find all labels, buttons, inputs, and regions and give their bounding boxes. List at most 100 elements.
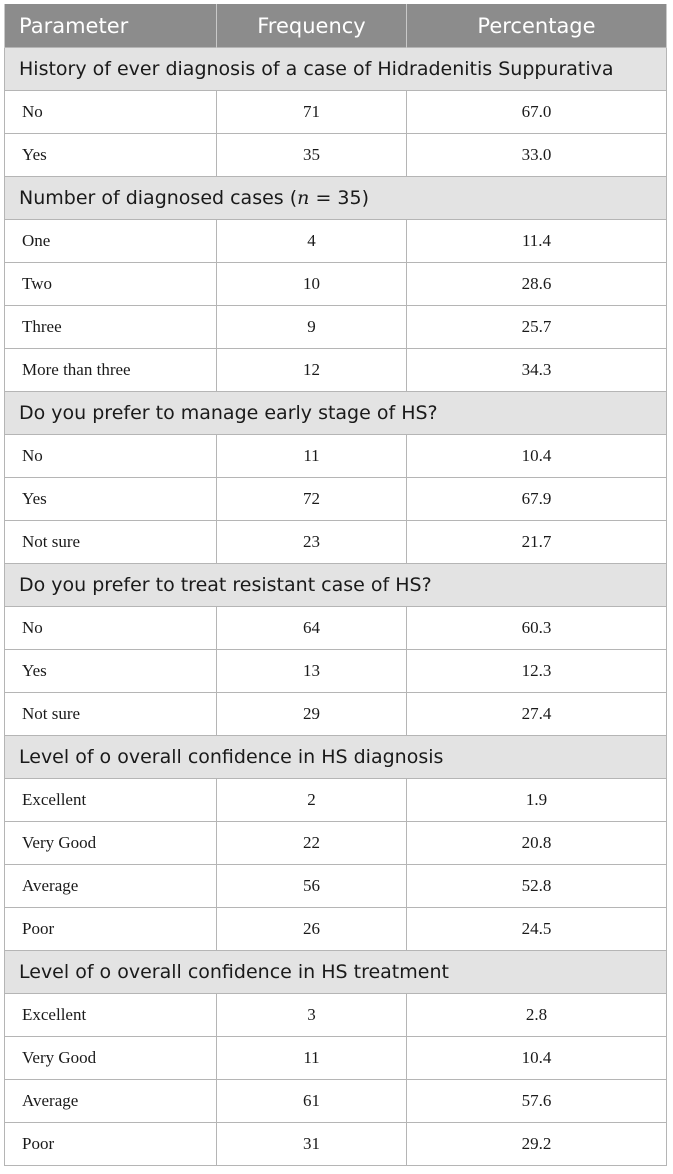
table-row: Excellent 3 2.8 xyxy=(4,993,667,1037)
table-row: Yes 35 33.0 xyxy=(4,133,667,177)
row-label: Excellent xyxy=(4,993,217,1037)
row-frequency: 23 xyxy=(216,520,407,564)
table-row: Average 61 57.6 xyxy=(4,1079,667,1123)
section-title-n: n xyxy=(297,187,310,209)
table-row: No 11 10.4 xyxy=(4,434,667,478)
row-frequency: 2 xyxy=(216,778,407,822)
row-frequency: 10 xyxy=(216,262,407,306)
table-row: No 71 67.0 xyxy=(4,90,667,134)
row-frequency: 22 xyxy=(216,821,407,865)
row-percentage: 52.8 xyxy=(406,864,667,908)
table-row: Yes 72 67.9 xyxy=(4,477,667,521)
row-percentage: 34.3 xyxy=(406,348,667,392)
table-row: Yes 13 12.3 xyxy=(4,649,667,693)
row-label: Two xyxy=(4,262,217,306)
header-parameter: Parameter xyxy=(4,4,217,48)
row-frequency: 12 xyxy=(216,348,407,392)
row-percentage: 2.8 xyxy=(406,993,667,1037)
row-label: Very Good xyxy=(4,821,217,865)
row-percentage: 10.4 xyxy=(406,1036,667,1080)
row-label: Yes xyxy=(4,133,217,177)
section-header-row: History of ever diagnosis of a case of H… xyxy=(4,47,667,91)
table-row: Very Good 11 10.4 xyxy=(4,1036,667,1080)
table-row: Two 10 28.6 xyxy=(4,262,667,306)
row-percentage: 57.6 xyxy=(406,1079,667,1123)
row-label: Average xyxy=(4,864,217,908)
row-percentage: 1.9 xyxy=(406,778,667,822)
row-frequency: 72 xyxy=(216,477,407,521)
section-title: Do you prefer to treat resistant case of… xyxy=(4,563,667,607)
table-row: One 4 11.4 xyxy=(4,219,667,263)
row-label: Excellent xyxy=(4,778,217,822)
table-row: Poor 31 29.2 xyxy=(4,1122,667,1166)
row-percentage: 27.4 xyxy=(406,692,667,736)
section-title: Do you prefer to manage early stage of H… xyxy=(4,391,667,435)
row-label: Yes xyxy=(4,649,217,693)
row-label: No xyxy=(4,606,217,650)
header-percentage: Percentage xyxy=(406,4,667,48)
row-frequency: 4 xyxy=(216,219,407,263)
row-frequency: 64 xyxy=(216,606,407,650)
table-row: Three 9 25.7 xyxy=(4,305,667,349)
row-frequency: 29 xyxy=(216,692,407,736)
row-label: No xyxy=(4,434,217,478)
section-title-post: = 35) xyxy=(309,187,369,209)
row-percentage: 67.9 xyxy=(406,477,667,521)
row-percentage: 24.5 xyxy=(406,907,667,951)
row-frequency: 31 xyxy=(216,1122,407,1166)
section-title: History of ever diagnosis of a case of H… xyxy=(4,47,667,91)
row-percentage: 21.7 xyxy=(406,520,667,564)
table-row: Very Good 22 20.8 xyxy=(4,821,667,865)
table-row: Not sure 29 27.4 xyxy=(4,692,667,736)
section-title: Number of diagnosed cases (n = 35) xyxy=(4,176,667,220)
row-label: Not sure xyxy=(4,692,217,736)
row-frequency: 13 xyxy=(216,649,407,693)
row-percentage: 67.0 xyxy=(406,90,667,134)
row-frequency: 11 xyxy=(216,434,407,478)
row-percentage: 33.0 xyxy=(406,133,667,177)
row-percentage: 20.8 xyxy=(406,821,667,865)
row-label: Poor xyxy=(4,1122,217,1166)
row-frequency: 61 xyxy=(216,1079,407,1123)
row-frequency: 11 xyxy=(216,1036,407,1080)
section-header-row: Level of o overall confidence in HS trea… xyxy=(4,950,667,994)
row-label: Average xyxy=(4,1079,217,1123)
row-label: Very Good xyxy=(4,1036,217,1080)
row-percentage: 11.4 xyxy=(406,219,667,263)
section-title-pre: Number of diagnosed cases ( xyxy=(19,187,298,209)
section-title: Level of o overall confidence in HS diag… xyxy=(4,735,667,779)
row-frequency: 3 xyxy=(216,993,407,1037)
row-label: Three xyxy=(4,305,217,349)
row-percentage: 29.2 xyxy=(406,1122,667,1166)
row-label: No xyxy=(4,90,217,134)
table-row: No 64 60.3 xyxy=(4,606,667,650)
row-percentage: 10.4 xyxy=(406,434,667,478)
row-percentage: 28.6 xyxy=(406,262,667,306)
row-percentage: 25.7 xyxy=(406,305,667,349)
table-row: Average 56 52.8 xyxy=(4,864,667,908)
header-row: Parameter Frequency Percentage xyxy=(4,4,667,48)
table-row: Poor 26 24.5 xyxy=(4,907,667,951)
section-header-row: Level of o overall confidence in HS diag… xyxy=(4,735,667,779)
row-label: One xyxy=(4,219,217,263)
row-label: Poor xyxy=(4,907,217,951)
section-header-row: Do you prefer to treat resistant case of… xyxy=(4,563,667,607)
row-frequency: 71 xyxy=(216,90,407,134)
table-row: Excellent 2 1.9 xyxy=(4,778,667,822)
survey-table: Parameter Frequency Percentage History o… xyxy=(4,4,667,1166)
row-label: More than three xyxy=(4,348,217,392)
section-title: Level of o overall confidence in HS trea… xyxy=(4,950,667,994)
row-label: Not sure xyxy=(4,520,217,564)
table-row: More than three 12 34.3 xyxy=(4,348,667,392)
row-frequency: 35 xyxy=(216,133,407,177)
row-percentage: 60.3 xyxy=(406,606,667,650)
header-frequency: Frequency xyxy=(216,4,407,48)
row-frequency: 26 xyxy=(216,907,407,951)
table-row: Not sure 23 21.7 xyxy=(4,520,667,564)
section-header-row: Do you prefer to manage early stage of H… xyxy=(4,391,667,435)
row-frequency: 9 xyxy=(216,305,407,349)
row-frequency: 56 xyxy=(216,864,407,908)
section-header-row: Number of diagnosed cases (n = 35) xyxy=(4,176,667,220)
row-percentage: 12.3 xyxy=(406,649,667,693)
row-label: Yes xyxy=(4,477,217,521)
